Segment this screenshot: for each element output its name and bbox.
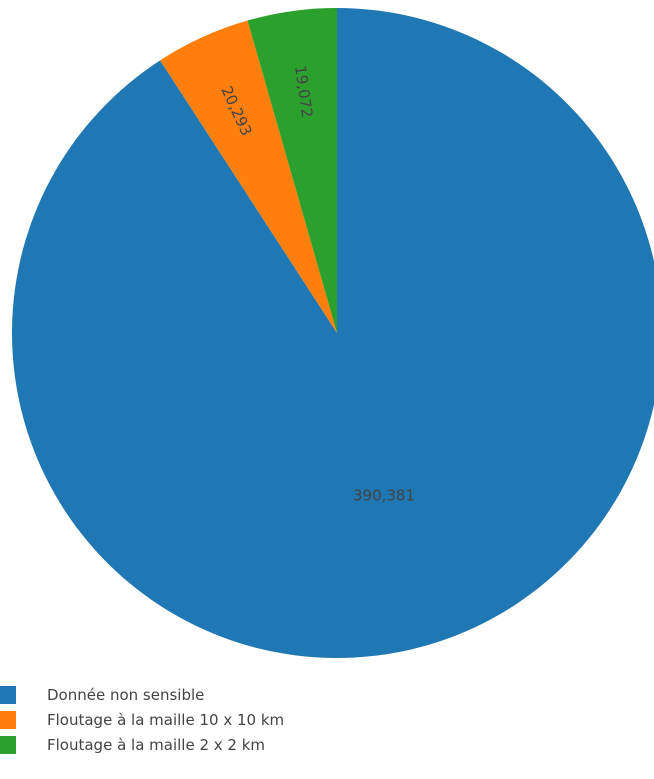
legend-label: Donnée non sensible xyxy=(47,686,205,704)
slice-value-label: 390,381 xyxy=(353,487,415,505)
legend-swatch xyxy=(0,736,16,754)
legend-swatch xyxy=(0,686,16,704)
pie-slice xyxy=(247,8,337,333)
pie-slices xyxy=(12,8,654,658)
legend-label: Floutage à la maille 2 x 2 km xyxy=(47,736,266,754)
pie-slice xyxy=(12,8,654,658)
pie-slice xyxy=(160,20,337,334)
legend-label: Floutage à la maille 10 x 10 km xyxy=(47,711,285,729)
legend-swatch xyxy=(0,711,16,729)
